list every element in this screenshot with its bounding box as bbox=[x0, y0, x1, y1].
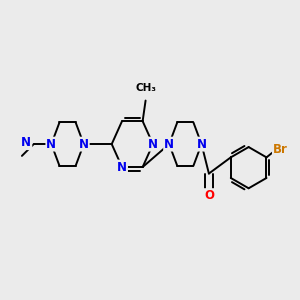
Text: N: N bbox=[21, 136, 31, 149]
Text: Br: Br bbox=[273, 143, 288, 157]
Text: N: N bbox=[164, 138, 174, 151]
Text: N: N bbox=[196, 138, 206, 151]
Text: CH₃: CH₃ bbox=[135, 83, 156, 93]
Text: N: N bbox=[148, 138, 158, 151]
Text: N: N bbox=[117, 160, 127, 174]
Text: N: N bbox=[79, 138, 89, 151]
Text: O: O bbox=[204, 189, 214, 202]
Text: N: N bbox=[46, 138, 56, 151]
